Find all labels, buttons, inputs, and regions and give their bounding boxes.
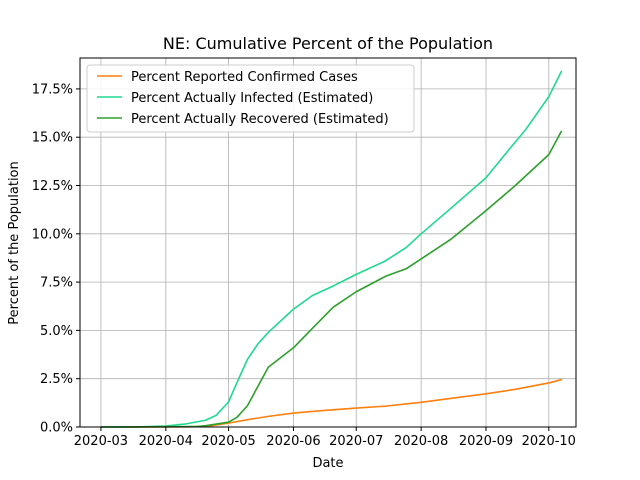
legend-label: Percent Actually Recovered (Estimated) (131, 112, 389, 127)
x-tick-label: 2020-10 (522, 434, 576, 449)
legend: Percent Reported Confirmed Cases Percent … (86, 64, 415, 133)
x-tick-label: 2020-06 (266, 434, 320, 449)
series-line-3 (100, 130, 563, 428)
x-tick-label: 2020-03 (74, 434, 128, 449)
y-tick-label: 0.0% (40, 421, 73, 436)
series-line-1 (100, 378, 563, 428)
grid (80, 58, 576, 428)
x-tick-label: 2020-05 (201, 434, 255, 449)
y-tick-label: 7.5% (40, 276, 73, 291)
series-line-2 (100, 70, 563, 428)
y-tick-label: 2.5% (40, 372, 73, 387)
y-tick-label: 5.0% (40, 324, 73, 339)
y-axis-title: Percent of the Population (7, 161, 22, 324)
legend-label: Percent Actually Infected (Estimated) (131, 91, 373, 106)
y-axis-ticks: 0.0% 2.5% 5.0% 7.5% 10.0% 12.5% 15.0% 17.5% (32, 82, 80, 436)
x-axis-title: Date (312, 456, 343, 471)
x-tick-label: 2020-07 (329, 434, 383, 449)
x-tick-label: 2020-04 (139, 434, 193, 449)
y-tick-label: 15.0% (32, 131, 73, 146)
y-tick-label: 17.5% (32, 82, 73, 97)
y-tick-label: 12.5% (32, 179, 73, 194)
legend-box (86, 64, 415, 133)
x-axis-ticks: 2020-03 2020-04 2020-05 2020-06 2020-07 2020-… (74, 427, 576, 449)
y-tick-label: 10.0% (32, 227, 73, 242)
x-tick-label: 2020-08 (394, 434, 448, 449)
legend-label: Percent Reported Confirmed Cases (131, 70, 358, 85)
x-tick-label: 2020-09 (459, 434, 513, 449)
chart-title: NE: Cumulative Percent of the Population (163, 34, 493, 53)
plot-frame (79, 57, 577, 428)
